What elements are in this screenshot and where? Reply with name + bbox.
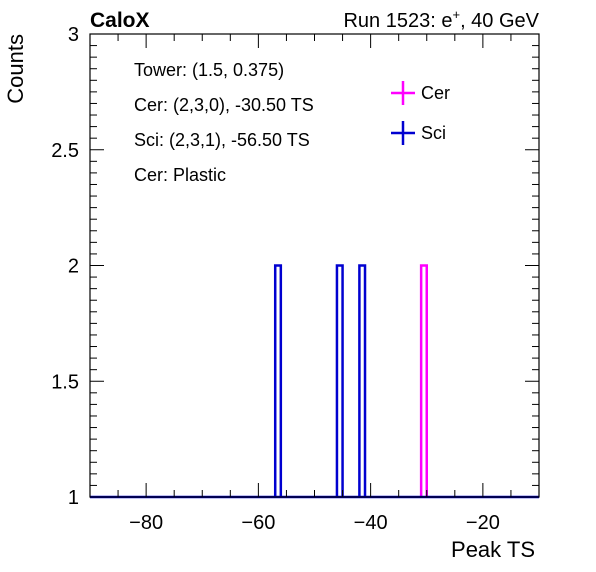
cer-legend-label: Cer: [421, 83, 450, 103]
cer-bin-bar: [419, 264, 428, 497]
y-tick-label: 3: [68, 24, 79, 46]
run-info: Run 1523: e+, 40 GeV: [343, 7, 539, 32]
annotation-cer-material: Cer: Plastic: [134, 165, 226, 185]
legend: Cer Sci: [391, 81, 450, 145]
annotation-box: [125, 50, 410, 205]
y-axis-label: Counts: [3, 34, 28, 104]
y-tick-label: 1.5: [51, 371, 79, 393]
x-axis-label: Peak TS: [451, 537, 535, 562]
x-tick-label: −80: [129, 512, 163, 534]
run-info-prefix: Run 1523: e: [343, 10, 452, 32]
sci-legend-label: Sci: [421, 123, 446, 143]
histogram-series: [90, 264, 539, 499]
run-info-sup: +: [452, 7, 460, 22]
annotation-tower: Tower: (1.5, 0.375): [134, 60, 284, 80]
x-tick-label: −60: [241, 512, 275, 534]
y-axis-ticks: 1 1.5 2 2.5 3: [51, 24, 539, 509]
experiment-label: CaloX: [90, 9, 150, 32]
x-tick-label: −40: [354, 512, 388, 534]
sci-bin-bar: [335, 264, 344, 497]
y-tick-label: 2: [68, 256, 79, 278]
y-tick-label: 2.5: [51, 140, 79, 162]
y-tick-label: 1: [68, 487, 79, 509]
x-tick-label: −20: [466, 512, 500, 534]
annotation-cer-channel: Cer: (2,3,0), -30.50 TS: [134, 95, 314, 115]
annotation-sci-channel: Sci: (2,3,1), -56.50 TS: [134, 130, 310, 150]
x-axis-ticks: −80 −60 −40 −20: [89, 34, 540, 534]
run-info-suffix: , 40 GeV: [460, 10, 540, 32]
sci-bin-bar: [358, 264, 367, 497]
sci-bin-bar: [273, 264, 283, 497]
